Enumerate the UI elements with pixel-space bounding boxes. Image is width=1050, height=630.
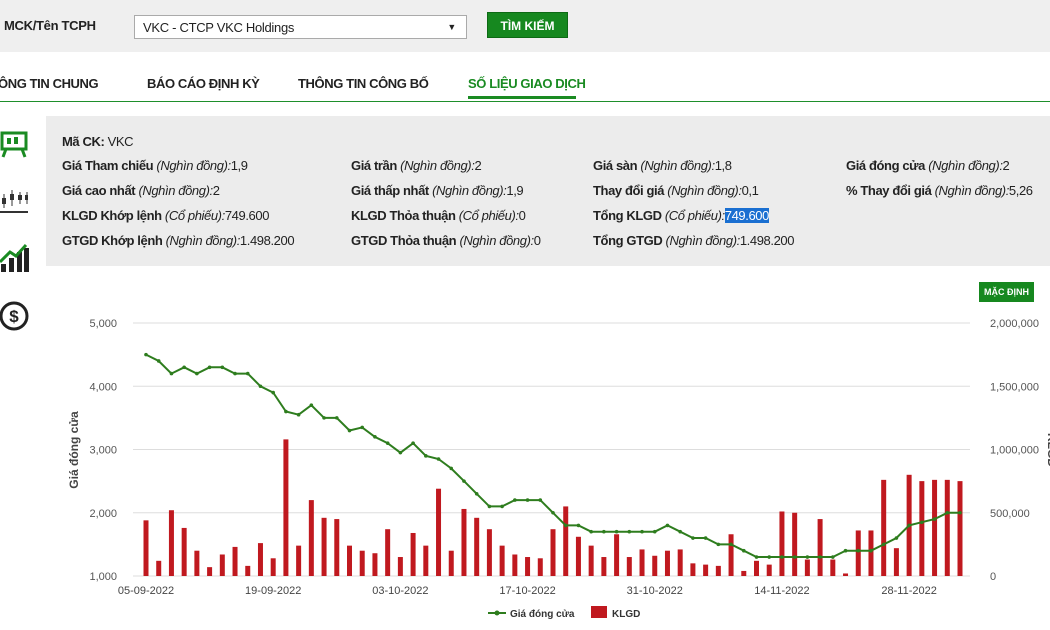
info-cell: GTGD Khớp lệnh (Nghìn đồng):1.498.200 [62,233,295,248]
info-value: 1.498.200 [739,233,795,248]
bar-trend-icon[interactable] [0,242,30,274]
info-cell: Thay đổi giá (Nghìn đồng):0,1 [593,183,759,198]
info-value: 0 [518,208,526,223]
svg-text:$: $ [9,307,19,326]
info-value: 749.600 [224,208,270,223]
info-cell: GTGD Thỏa thuận (Nghìn đồng):0 [351,233,541,248]
tab-trading-data[interactable]: SỐ LIỆU GIAO DỊCH [468,76,586,91]
info-value: 2 [1002,158,1010,173]
info-unit: (Nghìn đồng): [156,158,231,173]
info-label: GTGD Thỏa thuận [351,233,460,248]
info-label: Giá Tham chiếu [62,158,157,173]
info-value: 1,9 [506,183,524,198]
info-unit: (Cổ phiếu): [664,208,725,223]
stock-code-label: MCK/Tên TCPH [4,18,96,33]
info-cell: Giá đóng cửa (Nghìn đồng):2 [846,158,1010,173]
info-cell: Tổng GTGD (Nghìn đồng):1.498.200 [593,233,794,248]
info-label: Giá sàn [593,158,641,173]
info-cell: Giá Tham chiếu (Nghìn đồng):1,9 [62,158,248,173]
info-value: 2 [474,158,482,173]
info-value: 2 [212,183,220,198]
trading-info-panel: Mã CK: VKC Giá Tham chiếu (Nghìn đồng):1… [46,116,1050,266]
search-bar: MCK/Tên TCPH VKC - CTCP VKC Holdings ▼ T… [0,0,1050,52]
tab-periodic-reports[interactable]: BÁO CÁO ĐỊNH KỲ [147,76,260,91]
chart-area [46,266,1050,630]
search-button[interactable]: TÌM KIẾM [487,12,568,38]
stock-code-caption: Mã CK: [62,134,105,149]
stock-select[interactable]: VKC - CTCP VKC Holdings ▼ [134,15,467,39]
info-cell: Giá sàn (Nghìn đồng):1,8 [593,158,732,173]
info-value: 749.600 [724,208,769,223]
info-label: Giá thấp nhất [351,183,433,198]
tab-general-info[interactable]: ÔNG TIN CHUNG [0,76,99,91]
info-label: % Thay đổi giá [846,183,935,198]
dollar-coin-icon[interactable]: $ [0,300,30,332]
info-value: 1.498.200 [239,233,295,248]
default-view-button[interactable]: MẶC ĐỊNH [979,282,1034,302]
info-unit: (Cổ phiếu): [164,208,225,223]
info-cell: Giá trần (Nghìn đồng):2 [351,158,482,173]
candlestick-icon[interactable] [0,184,30,216]
info-unit: (Nghìn đồng): [138,183,213,198]
tab-disclosures[interactable]: THÔNG TIN CÔNG BỐ [298,76,429,91]
info-unit: (Nghìn đồng): [165,233,241,248]
info-unit: (Nghìn đồng): [667,183,742,198]
stock-code-value: VKC [107,134,134,149]
info-value: 1,9 [230,158,248,173]
info-cell: Giá cao nhất (Nghìn đồng):2 [62,183,220,198]
info-value: 0,1 [741,183,759,198]
info-label: Giá đóng cửa [846,158,929,173]
info-label: Giá trần [351,158,401,173]
stock-select-value: VKC - CTCP VKC Holdings [143,20,295,35]
info-label: GTGD Khớp lệnh [62,233,166,248]
info-unit: (Nghìn đồng): [934,183,1010,198]
tab-bar: ÔNG TIN CHUNG BÁO CÁO ĐỊNH KỲ THÔNG TIN … [0,52,1050,102]
info-unit: (Nghìn đồng): [432,183,507,198]
info-unit: (Nghìn đồng): [665,233,741,248]
info-label: Giá cao nhất [62,183,139,198]
info-unit: (Nghìn đồng): [400,158,475,173]
info-cell: Giá thấp nhất (Nghìn đồng):1,9 [351,183,524,198]
info-label: KLGD Khớp lệnh [62,208,165,223]
info-unit: (Cổ phiếu): [458,208,519,223]
stock-code-row: Mã CK: VKC [62,134,134,149]
info-value: 0 [533,233,541,248]
info-label: Thay đổi giá [593,183,668,198]
info-unit: (Nghìn đồng): [459,233,534,248]
active-tab-underline [468,96,576,99]
chart-board-icon[interactable] [0,128,30,160]
info-value: 1,8 [714,158,732,173]
info-label: KLGD Thỏa thuận [351,208,459,223]
info-unit: (Nghìn đồng): [640,158,715,173]
info-cell: Tổng KLGD (Cổ phiếu):749.600 [593,208,769,223]
info-label: Tổng KLGD [593,208,665,223]
info-cell: KLGD Khớp lệnh (Cổ phiếu):749.600 [62,208,269,223]
info-unit: (Nghìn đồng): [928,158,1003,173]
info-cell: % Thay đổi giá (Nghìn đồng):5,26 [846,183,1033,198]
info-label: Tổng GTGD [593,233,666,248]
info-value: 5,26 [1008,183,1033,198]
info-cell: KLGD Thỏa thuận (Cổ phiếu):0 [351,208,526,223]
dropdown-arrow-icon: ▼ [447,22,456,32]
